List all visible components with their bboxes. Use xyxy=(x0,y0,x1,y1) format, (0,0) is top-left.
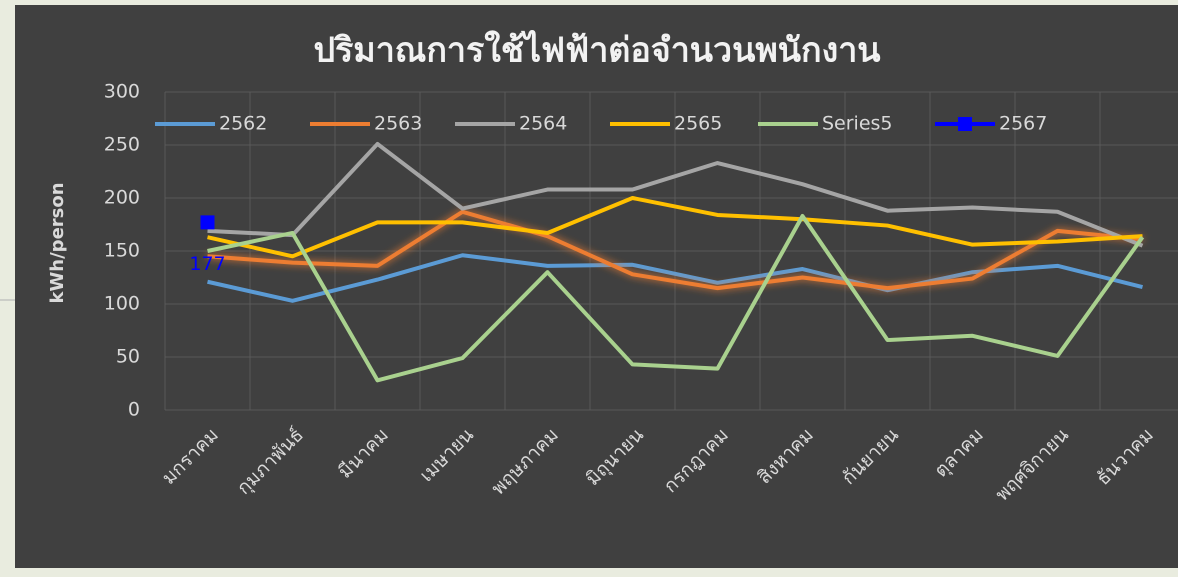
chart-title: ปริมาณการใช้ไฟฟ้าต่อจำนวนพนักงาน xyxy=(313,30,880,71)
series-line xyxy=(207,141,1144,248)
y-tick-label: 200 xyxy=(104,187,140,209)
legend-label: 2564 xyxy=(519,113,567,135)
y-tick-label: 50 xyxy=(116,346,140,368)
data-label: 177 xyxy=(189,253,225,275)
legend-label: 2565 xyxy=(674,113,722,135)
y-axis-label: kWh/person xyxy=(47,182,68,303)
y-tick-label: 0 xyxy=(128,399,140,421)
legend-marker xyxy=(958,117,972,131)
y-tick-label: 150 xyxy=(104,240,140,262)
legend-label: 2567 xyxy=(999,113,1047,135)
legend-label: 2562 xyxy=(219,113,267,135)
series-line xyxy=(207,196,1143,259)
y-tick-label: 250 xyxy=(104,134,140,156)
series-line xyxy=(207,214,1145,383)
series-marker xyxy=(200,215,215,230)
y-tick-label: 300 xyxy=(104,81,140,103)
legend-label: 2563 xyxy=(374,113,422,135)
y-tick-label: 100 xyxy=(104,293,140,315)
series-line xyxy=(207,209,1143,291)
chart-background xyxy=(15,5,1178,568)
legend-label: Series5 xyxy=(822,113,893,135)
